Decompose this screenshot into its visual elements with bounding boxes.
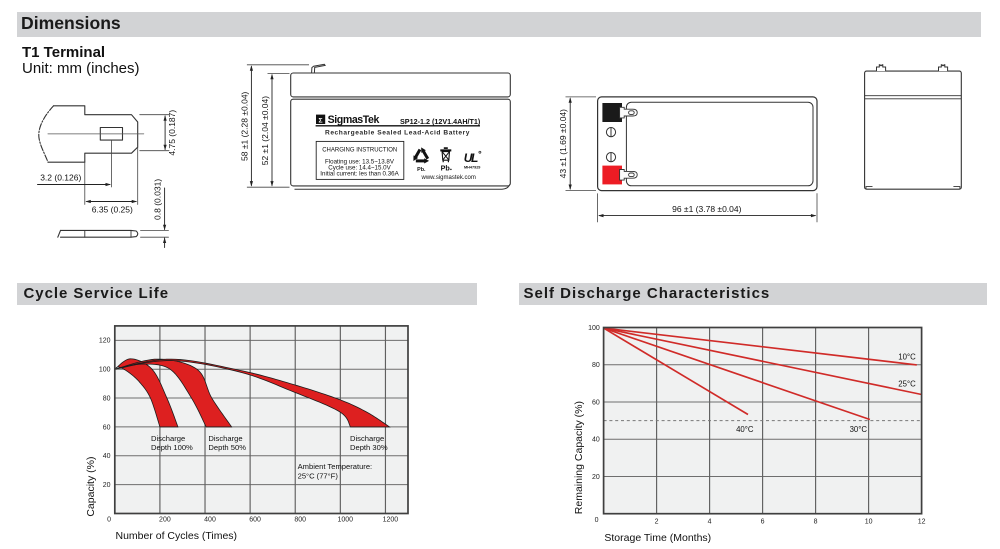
svg-text:1000: 1000	[338, 517, 354, 524]
svg-text:6.35 (0.25): 6.35 (0.25)	[92, 205, 133, 215]
svg-text:12: 12	[918, 519, 926, 526]
svg-text:MH47929: MH47929	[464, 165, 480, 169]
svg-text:0: 0	[107, 516, 111, 523]
svg-text:40: 40	[103, 453, 111, 460]
svg-text:Cycle use: 14.4~15.0V: Cycle use: 14.4~15.0V	[328, 165, 391, 172]
svg-text:Σ: Σ	[319, 117, 323, 124]
svg-text:Rechargeable Sealed Lead-Acid: Rechargeable Sealed Lead-Acid Battery	[325, 130, 470, 137]
svg-text:Storage Time (Months): Storage Time (Months)	[604, 532, 711, 544]
svg-text:Capacity (%): Capacity (%)	[85, 457, 97, 517]
svg-text:80: 80	[103, 396, 111, 403]
svg-text:4: 4	[708, 519, 712, 526]
svg-text:60: 60	[592, 399, 600, 406]
svg-text:43 ±1 (1.69 ±0.04): 43 ±1 (1.69 ±0.04)	[558, 109, 568, 179]
svg-text:40°C: 40°C	[736, 425, 754, 434]
svg-text:200: 200	[159, 517, 171, 524]
svg-text:SP12-1.2 (12V1.4AH/T1): SP12-1.2 (12V1.4AH/T1)	[400, 117, 481, 126]
svg-text:25°C (77°F): 25°C (77°F)	[298, 471, 339, 480]
svg-text:Pb: Pb	[441, 163, 451, 172]
svg-text:100: 100	[99, 367, 111, 374]
svg-text:25°C: 25°C	[898, 379, 916, 388]
svg-text:400: 400	[204, 517, 216, 524]
svg-text:10°C: 10°C	[898, 352, 916, 361]
svg-text:2: 2	[655, 519, 659, 526]
svg-text:0: 0	[595, 517, 599, 524]
svg-text:100: 100	[588, 325, 600, 332]
svg-text:600: 600	[249, 517, 261, 524]
svg-text:Discharge: Discharge	[350, 434, 384, 443]
svg-text:UL: UL	[464, 151, 478, 165]
svg-text:3.2 (0.126): 3.2 (0.126)	[40, 173, 81, 183]
svg-text:0.8 (0.031): 0.8 (0.031)	[153, 179, 163, 220]
svg-text:10: 10	[865, 519, 873, 526]
svg-text:Initial current: les than 0.36: Initial current: les than 0.36A	[320, 171, 399, 178]
svg-text:Remaining Capacity (%): Remaining Capacity (%)	[573, 401, 585, 514]
svg-text:58 ±1 (2.28 ±0.04): 58 ±1 (2.28 ±0.04)	[240, 91, 250, 161]
svg-text:SigmasTek: SigmasTek	[328, 114, 380, 126]
svg-text:120: 120	[99, 338, 111, 345]
svg-text:800: 800	[294, 517, 306, 524]
svg-text:20: 20	[592, 474, 600, 481]
svg-text:6: 6	[761, 519, 765, 526]
svg-text:40: 40	[592, 437, 600, 444]
svg-text:Depth 100%: Depth 100%	[151, 443, 193, 452]
svg-text:Number of Cycles (Times): Number of Cycles (Times)	[116, 530, 238, 542]
svg-text:80: 80	[592, 362, 600, 369]
svg-text:20: 20	[103, 482, 111, 489]
svg-text:Pb.: Pb.	[417, 167, 426, 173]
svg-text:Floating use: 13.5~13.8V: Floating use: 13.5~13.8V	[325, 159, 395, 166]
svg-text:Depth 30%: Depth 30%	[350, 443, 388, 452]
svg-text:4.75 (0.187): 4.75 (0.187)	[167, 110, 177, 156]
svg-text:CHARGING INSTRUCTION: CHARGING INSTRUCTION	[322, 147, 397, 153]
svg-text:8: 8	[814, 519, 818, 526]
svg-text:1200: 1200	[383, 517, 399, 524]
svg-text:www.sigmastek.com: www.sigmastek.com	[421, 175, 476, 181]
svg-text:Discharge: Discharge	[208, 434, 242, 443]
svg-text:Discharge: Discharge	[151, 434, 185, 443]
svg-text:60: 60	[103, 424, 111, 431]
svg-text:30°C: 30°C	[850, 425, 868, 434]
svg-text:96 ±1 (3.78 ±0.04): 96 ±1 (3.78 ±0.04)	[672, 204, 742, 214]
svg-text:Depth 50%: Depth 50%	[208, 443, 246, 452]
svg-text:52 ±1 (2.04 ±0.04): 52 ±1 (2.04 ±0.04)	[260, 96, 270, 166]
svg-text:Ambient Temperature:: Ambient Temperature:	[298, 462, 373, 471]
